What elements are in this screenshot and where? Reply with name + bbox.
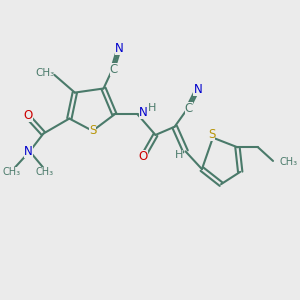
- Text: O: O: [24, 109, 33, 122]
- Text: S: S: [208, 128, 215, 142]
- Text: CH₃: CH₃: [3, 167, 21, 177]
- Text: CH₃: CH₃: [35, 68, 54, 79]
- Text: S: S: [89, 124, 96, 137]
- Text: H: H: [175, 150, 183, 160]
- Text: C: C: [185, 103, 193, 116]
- Text: H: H: [148, 103, 157, 113]
- Text: CH₃: CH₃: [36, 167, 54, 177]
- Text: CH₃: CH₃: [280, 157, 298, 167]
- Text: N: N: [139, 106, 148, 119]
- Text: C: C: [110, 63, 118, 76]
- Text: N: N: [24, 146, 33, 158]
- Text: N: N: [194, 83, 202, 96]
- Text: N: N: [115, 42, 124, 56]
- Text: O: O: [139, 150, 148, 163]
